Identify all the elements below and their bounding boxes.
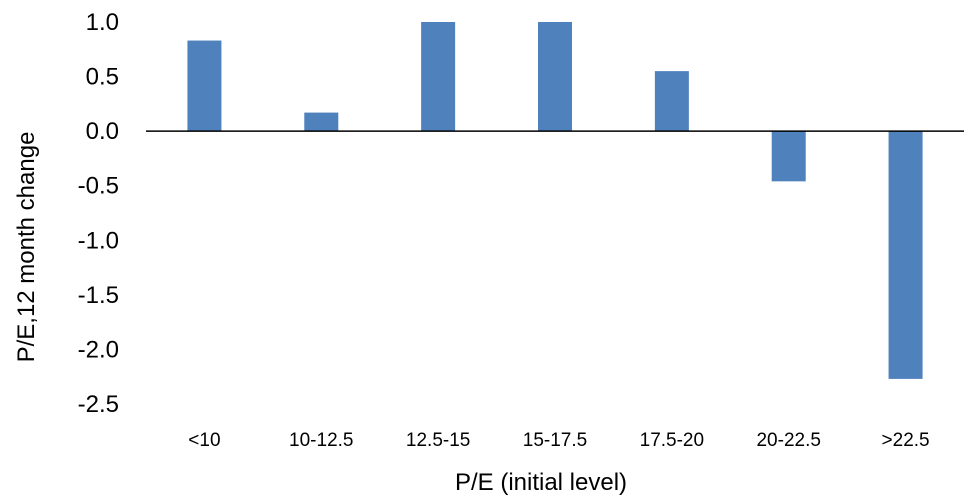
- y-tick-label: 0.0: [86, 118, 119, 145]
- y-axis-title: P/E,12 month change: [13, 132, 40, 363]
- x-category-label: 12.5-15: [406, 430, 470, 451]
- bar: [654, 71, 689, 132]
- x-axis-title: P/E (initial level): [455, 469, 627, 496]
- bar: [304, 112, 339, 132]
- bar: [771, 131, 806, 182]
- y-tick-label: -2.0: [78, 336, 119, 363]
- y-tick-label: -1.5: [78, 282, 119, 309]
- y-axis-ticks: 1.0 0.5 0.0 -0.5 -1.0 -1.5 -2.0 -2.5: [78, 9, 119, 418]
- x-axis-category-labels: <10 10-12.5 12.5-15 15-17.5 17.5-20 20-22.5 >2…: [188, 430, 929, 451]
- bars: [187, 22, 923, 379]
- y-tick-label: -2.5: [78, 391, 119, 418]
- x-category-label: >22.5: [882, 430, 930, 451]
- bar: [187, 40, 222, 132]
- x-category-label: 15-17.5: [523, 430, 587, 451]
- bar: [421, 22, 456, 132]
- x-category-label: <10: [188, 430, 220, 451]
- bar: [538, 22, 572, 132]
- x-category-label: 20-22.5: [756, 430, 820, 451]
- bar: [888, 131, 923, 379]
- y-tick-label: 1.0: [86, 9, 119, 36]
- x-category-label: 17.5-20: [640, 430, 704, 451]
- y-tick-label: -1.0: [78, 227, 119, 254]
- x-category-label: 10-12.5: [289, 430, 353, 451]
- y-tick-label: -0.5: [78, 173, 119, 200]
- y-tick-label: 0.5: [86, 64, 119, 91]
